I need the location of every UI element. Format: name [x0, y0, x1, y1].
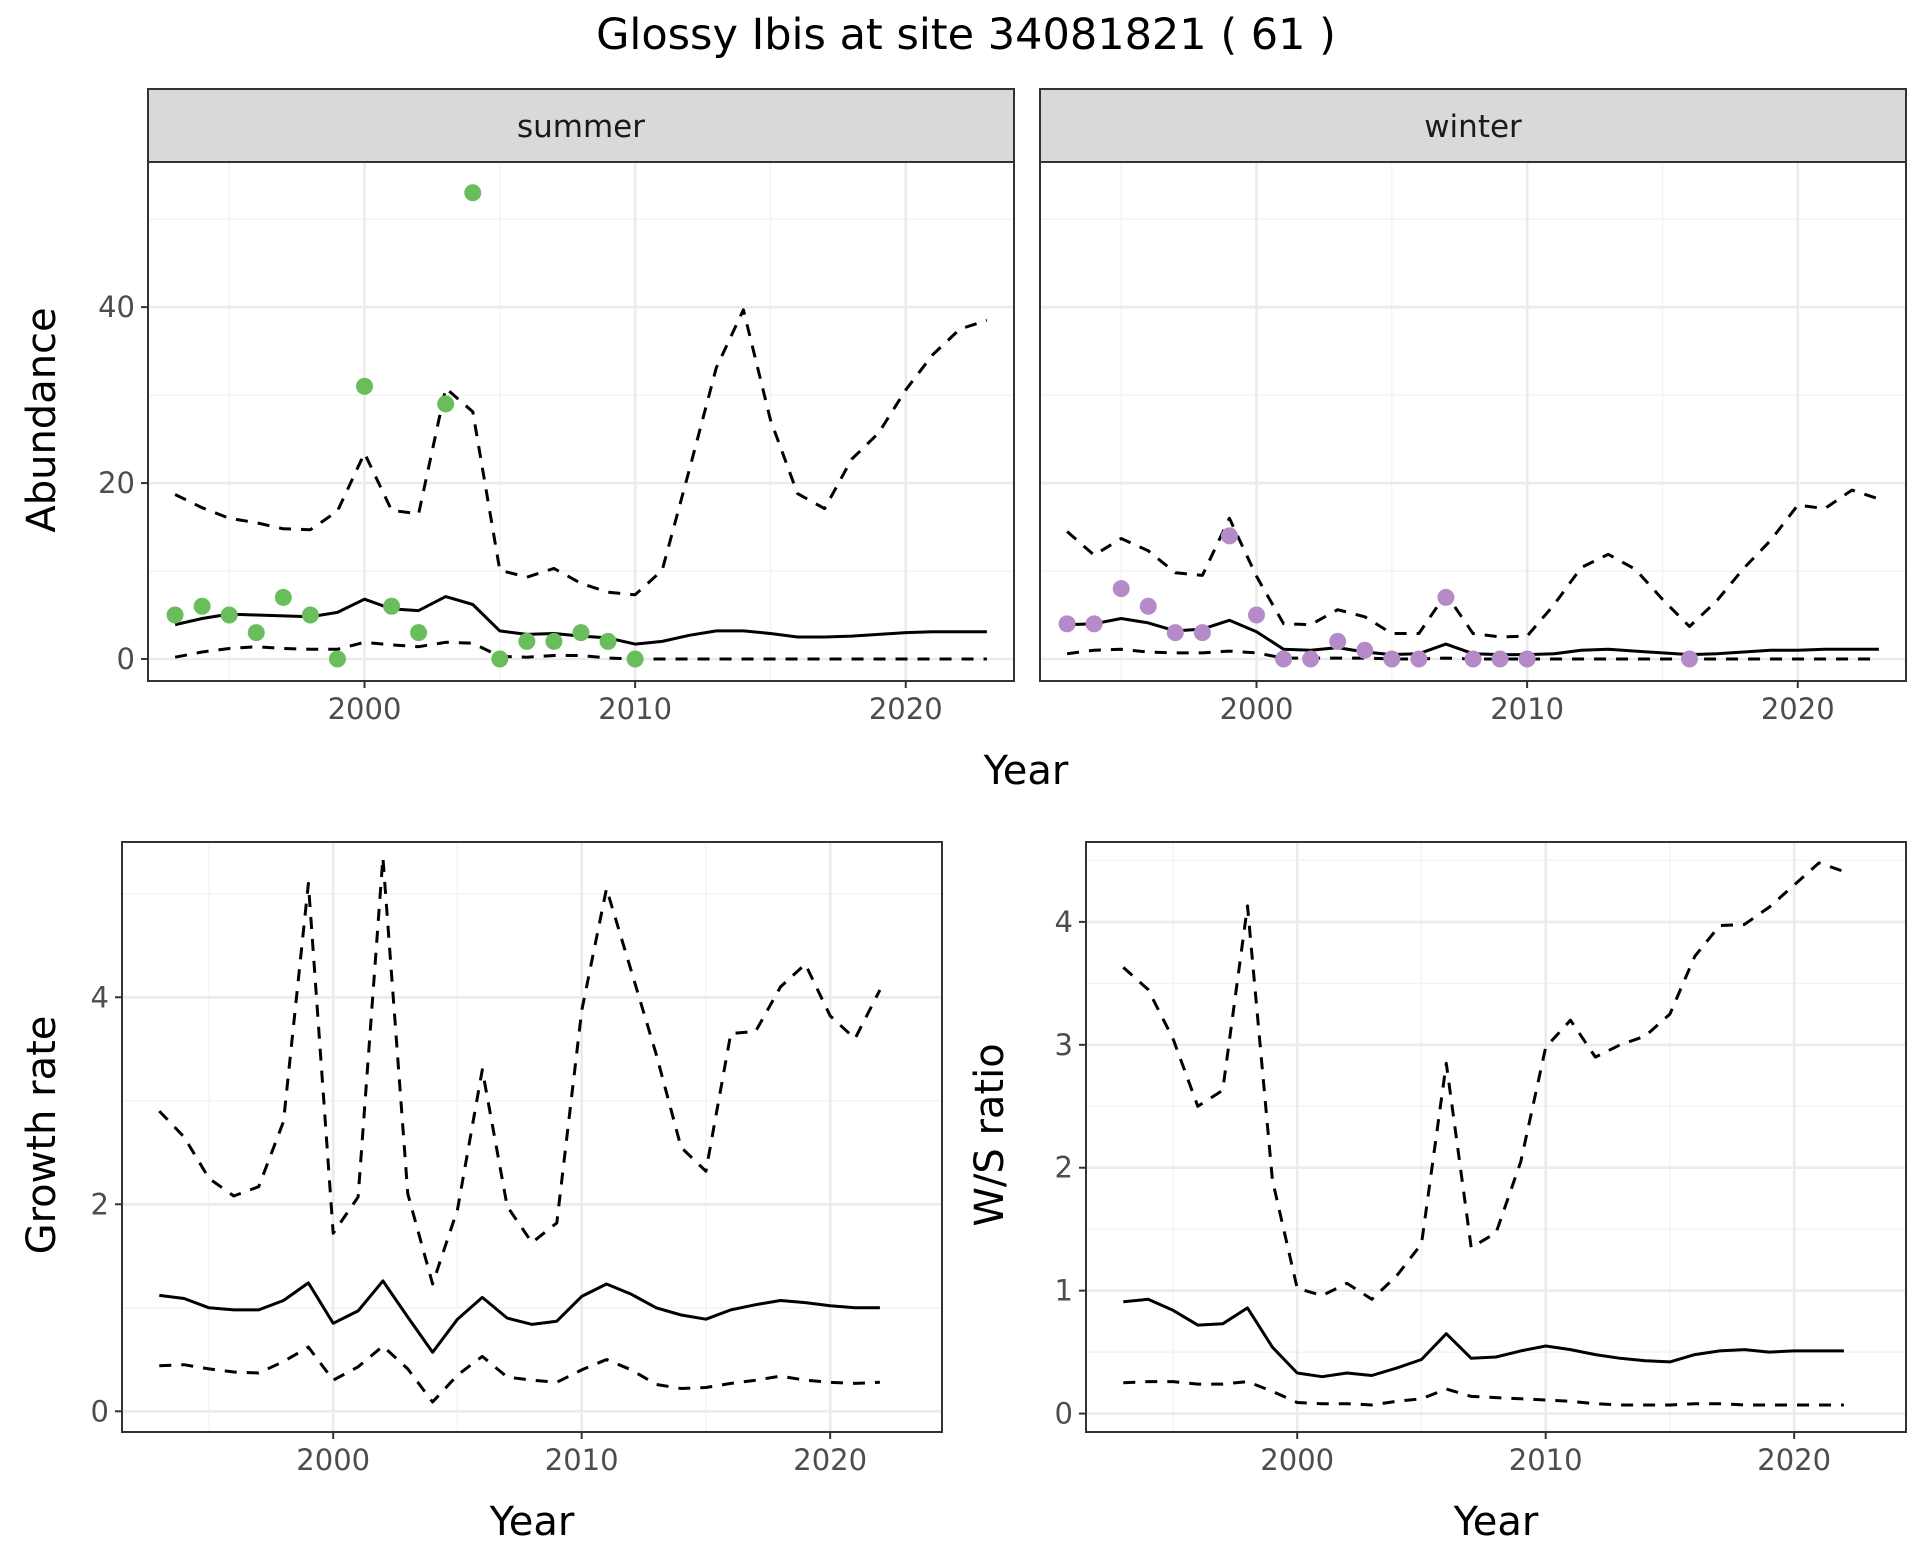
y-tick-label: 2 — [91, 1187, 109, 1221]
plot-panel-summer: 2000 2010 2020 0 20 40 — [98, 161, 1015, 726]
series-line-upper — [1066, 488, 1880, 639]
data-point — [1166, 624, 1184, 642]
data-point — [437, 395, 455, 413]
data-point — [1058, 615, 1076, 633]
data-point — [301, 606, 319, 624]
data-point — [410, 624, 428, 642]
data-point — [356, 377, 373, 395]
series-line-lower — [159, 1344, 880, 1404]
y-axis-title-growth-rate: Growth rate — [19, 1016, 65, 1255]
x-tick-label: 2010 — [598, 692, 672, 726]
strip-winter: winter — [1039, 88, 1907, 163]
series-line-lower — [1123, 1380, 1844, 1407]
data-point — [572, 624, 590, 642]
data-point — [1518, 650, 1536, 668]
y-axis-title-ws-ratio: W/S ratio — [967, 1043, 1013, 1226]
y-tick-label: 1 — [1055, 1274, 1073, 1308]
data-point — [1464, 650, 1482, 668]
data-point — [1139, 597, 1157, 615]
x-tick-label: 2010 — [1490, 692, 1564, 726]
chart-title: Glossy Ibis at site 34081821 ( 61 ) — [596, 10, 1336, 60]
x-tick-label: 2000 — [1260, 1443, 1334, 1477]
panel-background — [1086, 842, 1906, 1432]
data-point — [518, 632, 536, 650]
y-tick-label: 40 — [98, 290, 135, 324]
x-tick-label: 2020 — [793, 1443, 867, 1477]
data-point — [1302, 650, 1320, 668]
data-point — [166, 606, 184, 624]
data-point — [1410, 650, 1428, 668]
x-tick-label: 2020 — [1757, 1443, 1831, 1477]
data-point — [1356, 641, 1374, 659]
series-line-upper — [174, 308, 988, 597]
y-tick-label: 4 — [1055, 905, 1073, 939]
strip-summer: summer — [147, 88, 1015, 163]
data-point — [491, 650, 509, 668]
y-tick-label: 2 — [1055, 1151, 1073, 1185]
x-tick-label: 2010 — [545, 1443, 619, 1477]
data-point — [247, 624, 265, 642]
y-tick-label: 4 — [91, 980, 109, 1014]
series-line-lower — [174, 640, 987, 661]
y-tick-label: 3 — [1055, 1028, 1073, 1062]
y-tick-label: 0 — [117, 642, 135, 676]
data-point — [1248, 606, 1265, 624]
x-axis-title-growth: Year — [489, 1499, 575, 1545]
data-point — [626, 650, 644, 668]
plot-panel-growth-rate: 2000 2010 2020 0 2 4 — [91, 841, 943, 1477]
x-tick-label: 2020 — [1761, 692, 1835, 726]
data-point — [1681, 650, 1698, 668]
data-point — [1437, 588, 1455, 606]
data-point — [193, 597, 211, 615]
data-point — [1275, 650, 1293, 668]
data-point — [1383, 650, 1401, 668]
data-point — [383, 597, 401, 615]
data-point — [220, 606, 238, 624]
x-axis-title-ratio: Year — [1453, 1499, 1539, 1545]
panel-border — [121, 841, 943, 1433]
series-line-estimate — [159, 1279, 880, 1354]
strip-label-summer: summer — [517, 109, 645, 145]
panel-background — [148, 162, 1014, 681]
x-tick-label: 2020 — [869, 692, 943, 726]
panel-background — [1040, 162, 1906, 681]
data-point — [1491, 650, 1509, 668]
data-point — [1085, 615, 1103, 633]
plot-panel-winter: 2000 2010 2020 — [1039, 161, 1907, 726]
x-tick-label: 2000 — [328, 692, 402, 726]
x-tick-label: 2010 — [1509, 1443, 1583, 1477]
series-line-upper — [1122, 861, 1845, 1301]
data-point — [1220, 527, 1238, 545]
panel-background — [122, 842, 942, 1432]
series-line-upper — [158, 856, 882, 1286]
data-point — [545, 632, 563, 650]
data-point — [464, 184, 482, 202]
panel-border — [147, 161, 1015, 682]
plot-panel-ws-ratio: 2000 2010 2020 0 1 2 3 4 — [1055, 841, 1907, 1477]
panel-border — [1085, 841, 1907, 1433]
data-point — [599, 632, 617, 650]
series-line-estimate — [1123, 1297, 1844, 1379]
strip-label-winter: winter — [1424, 109, 1522, 145]
y-tick-label: 20 — [98, 466, 135, 500]
panel-border — [1039, 161, 1907, 682]
data-point — [328, 650, 346, 668]
data-point — [1329, 632, 1347, 650]
x-tick-label: 2000 — [296, 1443, 370, 1477]
y-tick-label: 0 — [91, 1394, 109, 1428]
data-point — [1112, 580, 1130, 598]
data-point — [1193, 624, 1211, 642]
y-axis-title-abundance: Abundance — [19, 307, 65, 532]
y-tick-label: 0 — [1055, 1397, 1073, 1431]
x-tick-label: 2000 — [1220, 692, 1294, 726]
x-axis-title-top: Year — [983, 748, 1069, 794]
data-point — [274, 588, 292, 606]
